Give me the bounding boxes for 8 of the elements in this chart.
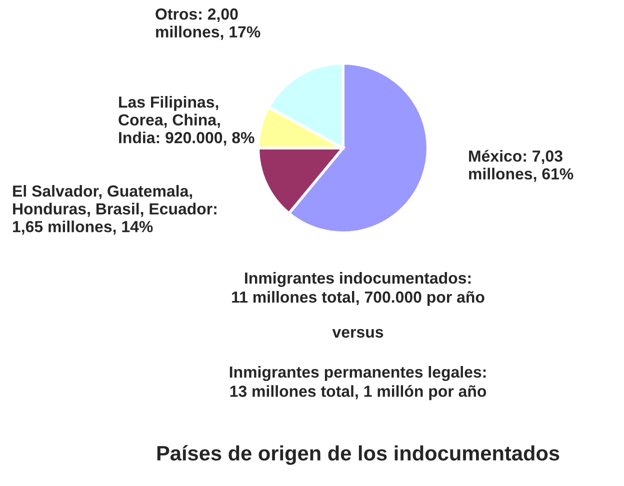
text: Inmigrantes permanentes legales: 13 millones total, 1 millón por año: [230, 366, 486, 400]
slice-label: Las Filipinas, Corea, China, India: 920.000, 8%: [118, 96, 254, 146]
text: versus: [332, 328, 384, 338]
slice-label: El Salvador, Guatemala, Honduras, Brasil, Ecuador: 1,65 millones, 14%: [13, 185, 216, 235]
text: Países de origen de los indocumentados: [157, 445, 560, 465]
slice-label: México: 7,03 millones, 61%: [469, 150, 574, 182]
slice-label: Otros: 2,00 millones, 17%: [156, 8, 260, 40]
text: Inmigrantes indocumentados: 11 millones total, 700.000 por año: [232, 272, 484, 306]
